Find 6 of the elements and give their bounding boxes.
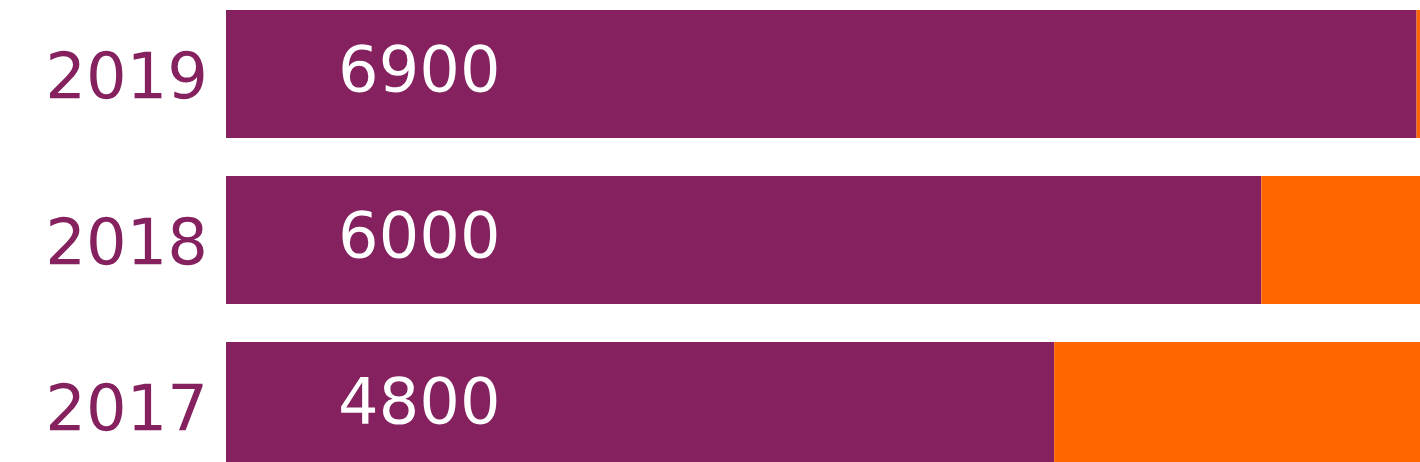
y-tick-label: 2017 xyxy=(50,382,203,432)
data-label: 6000 xyxy=(342,210,497,259)
y-tick-label: 2018 xyxy=(50,216,204,266)
data-label: 6900 xyxy=(342,44,497,93)
y-tick-label: 2019 xyxy=(50,50,204,100)
data-label: 4800 xyxy=(341,376,497,425)
